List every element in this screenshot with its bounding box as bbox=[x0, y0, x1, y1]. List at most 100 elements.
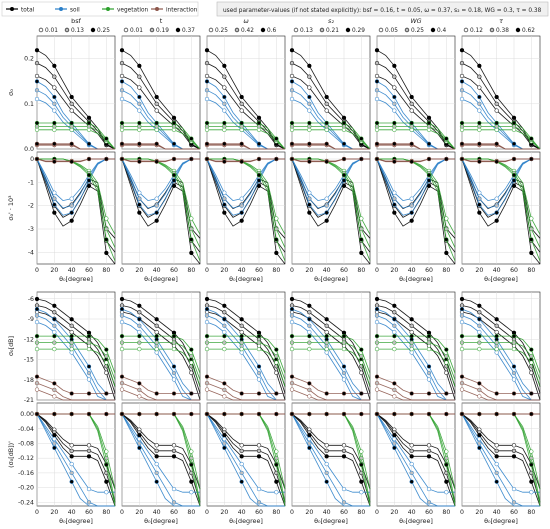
data-point-soil bbox=[137, 436, 142, 442]
series-line-interaction bbox=[291, 158, 370, 163]
data-point-soil bbox=[426, 141, 432, 146]
data-point-interaction bbox=[119, 156, 125, 162]
data-point-vegetation bbox=[444, 216, 449, 221]
data-point-total bbox=[494, 101, 499, 106]
param-value-marker bbox=[319, 27, 325, 33]
data-point-vegetation bbox=[86, 333, 92, 339]
data-point-soil bbox=[222, 317, 227, 322]
panel-r0-c2 bbox=[204, 35, 286, 150]
data-point-total bbox=[444, 250, 449, 256]
data-point-vegetation bbox=[104, 462, 109, 467]
data-point-soil bbox=[52, 202, 57, 207]
data-point-total bbox=[426, 115, 432, 120]
data-point-interaction bbox=[307, 387, 312, 393]
data-point-soil bbox=[392, 190, 397, 195]
series-line-total bbox=[376, 75, 456, 150]
panel-r0-c0 bbox=[34, 35, 116, 150]
data-point-soil bbox=[222, 101, 227, 106]
data-point-total bbox=[154, 330, 159, 335]
data-point-soil bbox=[171, 178, 177, 183]
series-line-vegetation bbox=[37, 158, 116, 262]
param-value-marker bbox=[489, 27, 495, 33]
series-line-total bbox=[121, 413, 201, 503]
data-point-total bbox=[137, 310, 142, 315]
data-point-soil bbox=[34, 313, 40, 318]
data-point-soil bbox=[171, 364, 177, 369]
data-point-soil bbox=[494, 196, 499, 201]
series-line-soil bbox=[461, 413, 540, 507]
data-point-soil bbox=[239, 470, 244, 476]
data-point-total bbox=[459, 296, 465, 302]
data-point-vegetation bbox=[256, 340, 262, 345]
data-point-interaction bbox=[529, 156, 534, 162]
data-point-soil bbox=[69, 461, 74, 467]
data-point-interaction bbox=[154, 391, 159, 396]
series-line-total bbox=[36, 75, 116, 150]
data-point-soil bbox=[511, 370, 517, 376]
data-point-vegetation bbox=[289, 120, 295, 126]
data-point-total bbox=[409, 101, 414, 106]
y-tick-label: -21 bbox=[24, 397, 34, 404]
data-point-total bbox=[34, 303, 40, 308]
data-point-interaction bbox=[171, 391, 177, 396]
data-point-soil bbox=[289, 79, 295, 84]
panel-r1-c4: 0 20 40 60 80 θ₀[degree] bbox=[374, 151, 456, 283]
data-point-soil bbox=[289, 306, 295, 312]
x-tick-label: 20 bbox=[135, 267, 143, 274]
panel-frame bbox=[461, 35, 541, 150]
series-line-interaction bbox=[36, 376, 115, 394]
data-point-vegetation bbox=[204, 346, 210, 352]
data-point-vegetation bbox=[529, 347, 534, 352]
series-line-vegetation bbox=[292, 348, 371, 387]
data-point-soil bbox=[392, 101, 397, 106]
data-point-soil bbox=[189, 490, 194, 495]
data-point-total bbox=[477, 310, 482, 315]
data-point-soil bbox=[392, 323, 397, 328]
legend-entry-total: total bbox=[6, 7, 35, 14]
data-point-soil bbox=[119, 88, 125, 93]
y-tick-label: -4 bbox=[28, 249, 34, 256]
data-point-soil bbox=[289, 88, 295, 93]
x-tick-label: 40 bbox=[153, 509, 161, 516]
x-tick-label: 0 bbox=[35, 509, 39, 516]
data-point-total bbox=[171, 183, 177, 188]
series-line-soil bbox=[291, 315, 370, 401]
row-ylabel: σ₀[dB] bbox=[7, 336, 15, 356]
legend-marker-interaction bbox=[155, 7, 159, 11]
series-line-vegetation bbox=[37, 129, 116, 150]
param-value-marker bbox=[345, 27, 351, 33]
series-line-vegetation bbox=[462, 342, 541, 380]
data-point-soil bbox=[289, 96, 295, 102]
data-point-total bbox=[171, 448, 177, 453]
data-point-total bbox=[324, 454, 329, 459]
legend-marker-soil bbox=[59, 7, 63, 11]
series-line-soil bbox=[291, 308, 370, 394]
data-point-interaction bbox=[307, 411, 312, 417]
data-point-vegetation bbox=[324, 333, 329, 339]
series-line-vegetation bbox=[292, 122, 371, 150]
data-point-soil bbox=[511, 178, 517, 183]
data-point-vegetation bbox=[34, 120, 40, 126]
data-point-total bbox=[324, 330, 329, 335]
data-point-interaction bbox=[459, 411, 465, 417]
data-point-total bbox=[119, 73, 125, 79]
data-point-total bbox=[86, 454, 92, 459]
data-point-interaction bbox=[34, 380, 40, 386]
data-point-vegetation bbox=[477, 340, 482, 345]
data-point-total bbox=[204, 303, 210, 308]
data-point-interaction bbox=[119, 380, 125, 386]
data-point-interaction bbox=[189, 391, 194, 396]
data-point-soil bbox=[69, 479, 74, 484]
data-point-soil bbox=[341, 364, 347, 369]
data-point-soil bbox=[137, 330, 142, 335]
data-point-interaction bbox=[204, 141, 210, 146]
data-point-soil bbox=[239, 461, 244, 467]
param-value-marker bbox=[260, 27, 266, 33]
data-point-soil bbox=[119, 306, 125, 312]
data-point-total bbox=[409, 94, 414, 100]
x-tick-label: 20 bbox=[220, 509, 228, 516]
series-line-total bbox=[36, 158, 116, 265]
data-point-total bbox=[34, 73, 40, 79]
data-point-total bbox=[189, 250, 194, 256]
data-point-interaction bbox=[69, 141, 74, 146]
